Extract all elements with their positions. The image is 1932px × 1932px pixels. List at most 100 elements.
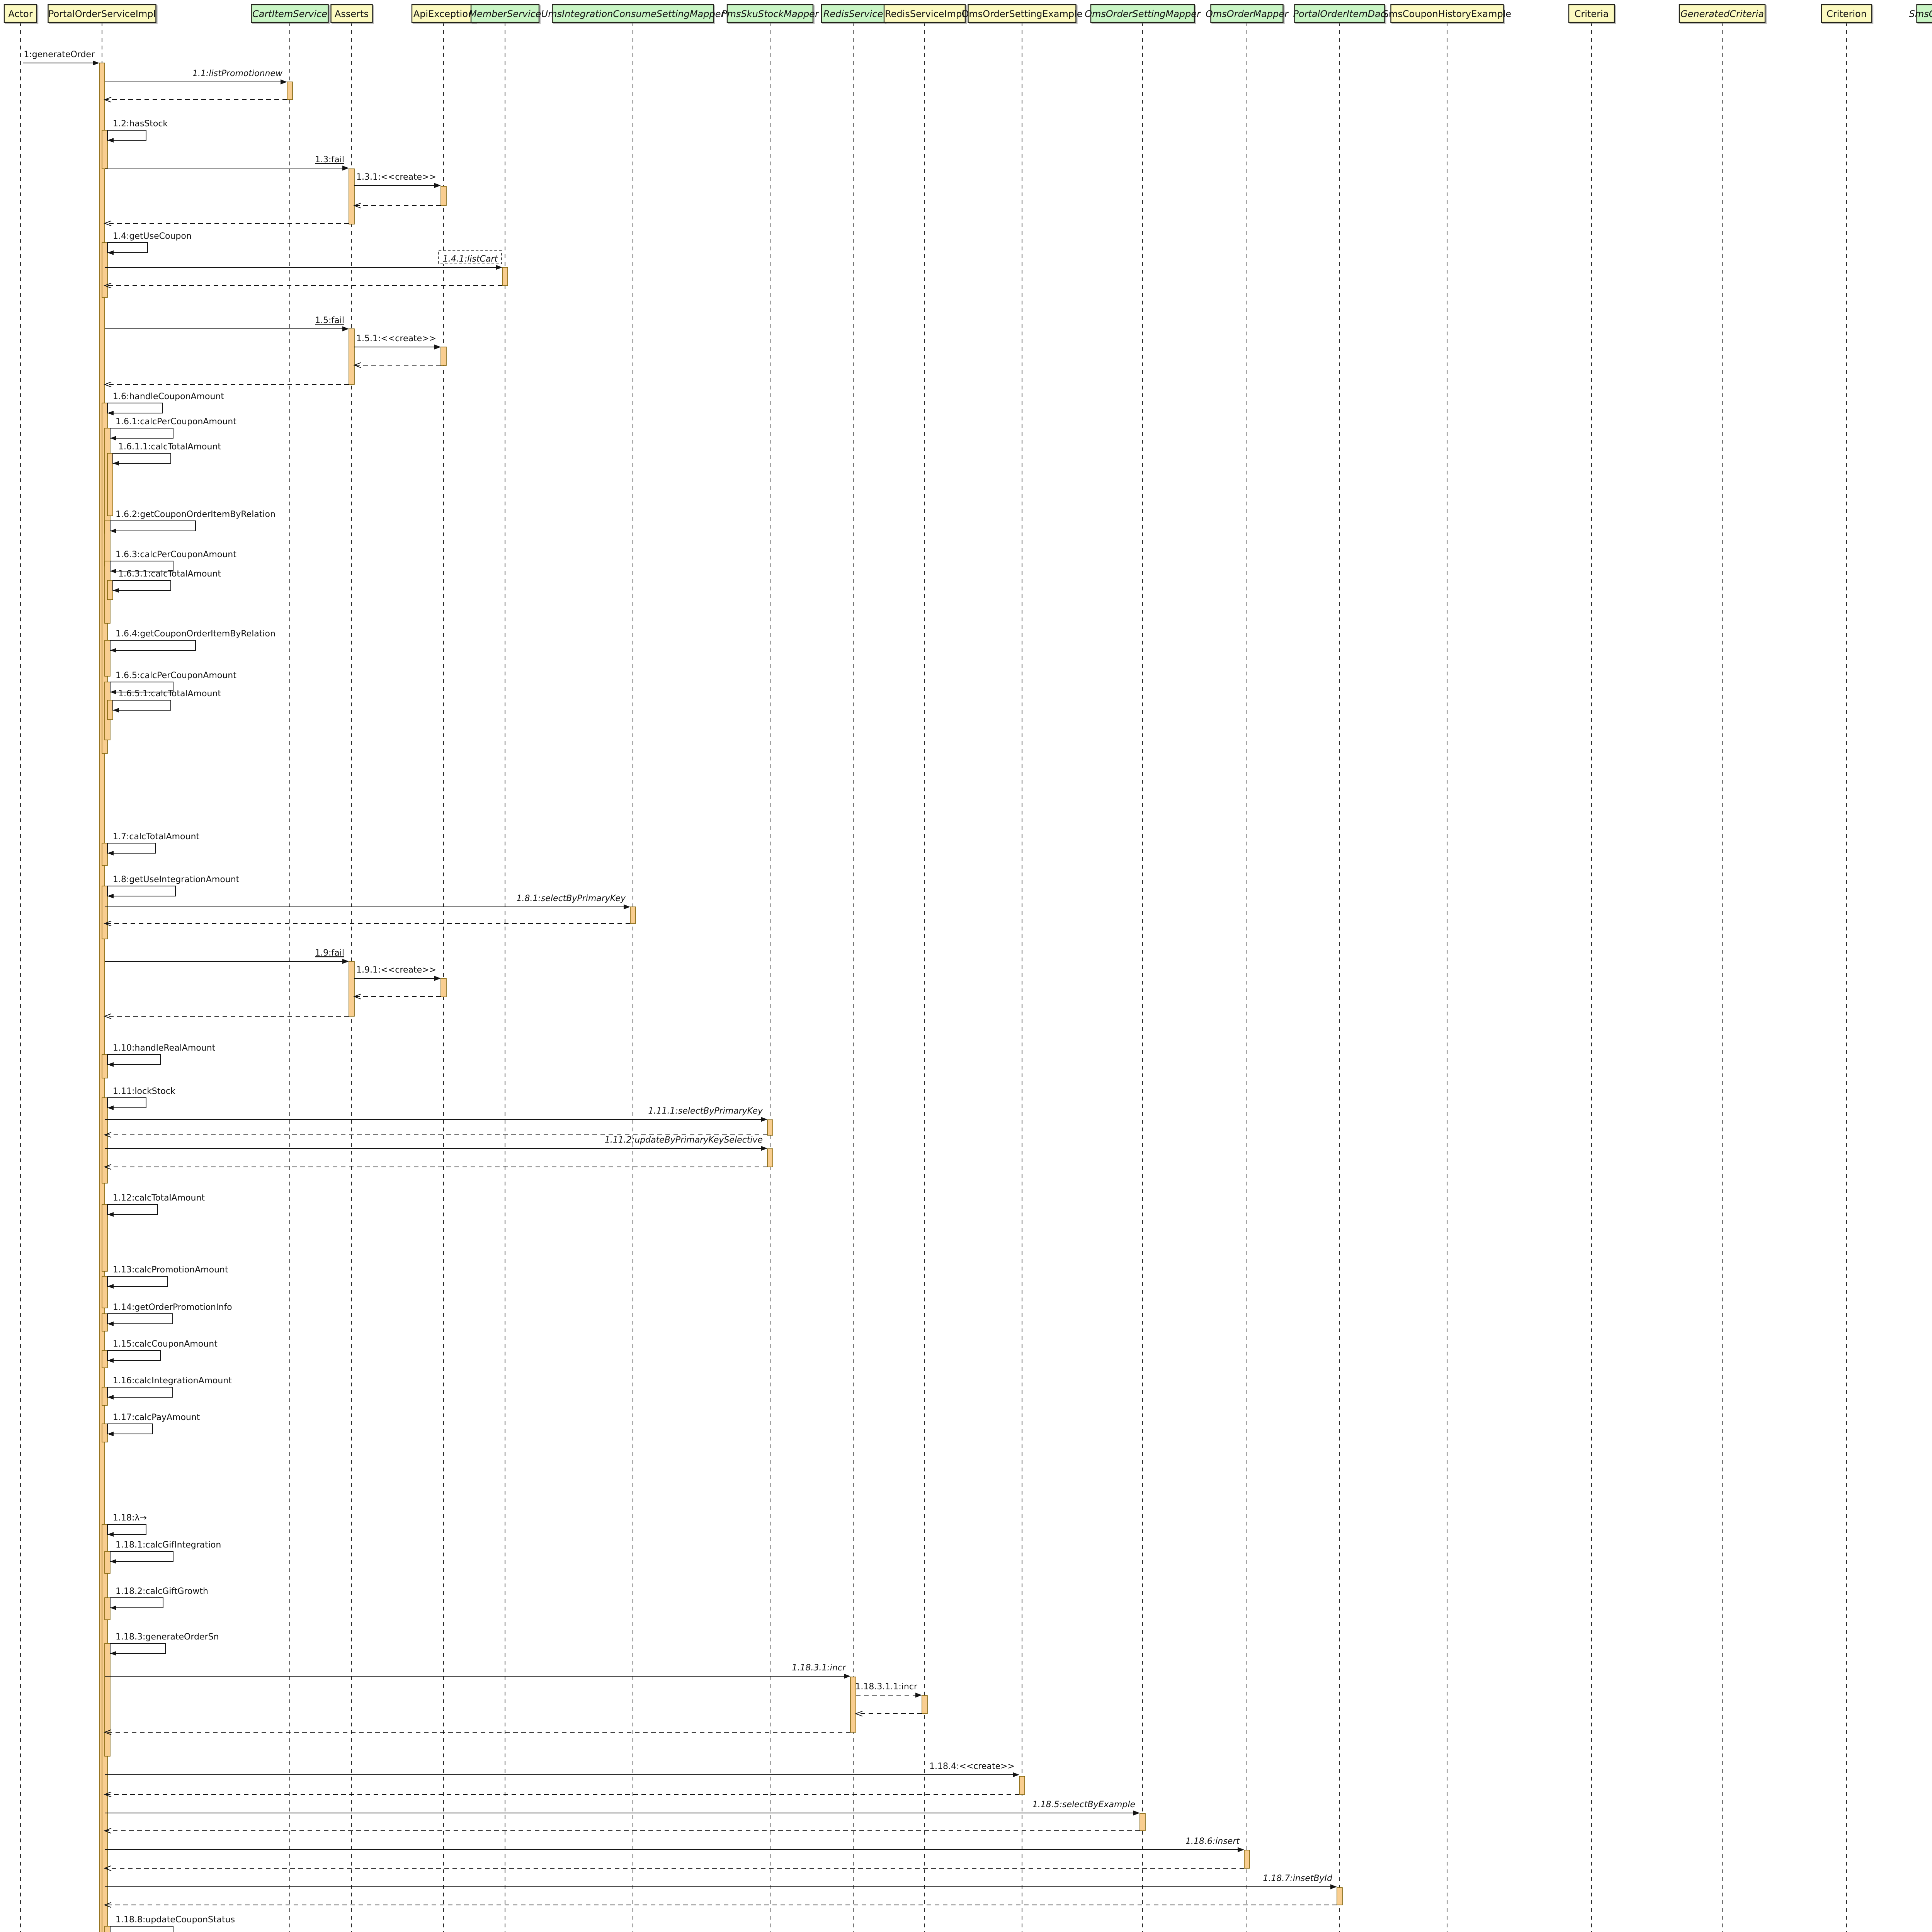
arrowhead-icon (1133, 1810, 1140, 1816)
participant-PortalOrderServiceImpl: PortalOrderServiceImpl (48, 4, 156, 23)
message-1-generateOrder: 1:generateOrder (23, 50, 99, 66)
activation-bar (102, 1204, 108, 1272)
activation-bar (102, 1054, 108, 1078)
message-1.1-listPromotionnew: 1.1:listPromotionnew (105, 69, 287, 85)
self-call-loop (110, 428, 173, 439)
activation-bar (102, 242, 108, 298)
arrowhead-icon (107, 1105, 114, 1110)
message-1.18.3.1-incr: 1.18.3.1:incr (105, 1663, 850, 1679)
message-label: 1.8.1:selectByPrimaryKey (517, 894, 626, 903)
participant-box (726, 4, 814, 23)
message-1.15-calcCouponAmount: 1.15:calcCouponAmount (107, 1339, 218, 1363)
participant-RedisServiceImpl: RedisServiceImpl (883, 4, 966, 23)
participant-box (330, 4, 373, 23)
participant-box (1294, 4, 1385, 23)
message-label: 1.14:getOrderPromotionInfo (113, 1303, 232, 1312)
message-1.4-getUseCoupon: 1.4:getUseCoupon (107, 231, 192, 255)
message-label: 1.6.5:calcPerCouponAmount (116, 671, 236, 680)
self-call-loop (107, 242, 148, 253)
return-message (353, 202, 441, 209)
message-1.3.1-create-: 1.3.1:<<create>> (354, 172, 441, 188)
arrowhead-icon (1330, 1884, 1337, 1889)
message-label: 1.18.7:insetById (1263, 1874, 1333, 1883)
arrowhead-icon (110, 569, 116, 573)
return-message (104, 1164, 767, 1170)
message-1.6.3-calcPerCouponAmount: 1.6.3:calcPerCouponAmount (110, 550, 236, 573)
message-label: 1.18.5:selectByExample (1032, 1800, 1135, 1810)
activation-bar (102, 1387, 108, 1406)
participant-box (411, 4, 476, 23)
self-call-loop (107, 1387, 173, 1398)
self-call-loop (112, 580, 171, 591)
participant-box (552, 4, 714, 23)
message-1.16-calcIntegrationAmount: 1.16:calcIntegrationAmount (107, 1376, 232, 1400)
activation-bar (502, 267, 508, 286)
return-message (104, 1013, 349, 1019)
activation-bar (767, 1119, 773, 1136)
arrowhead-icon (110, 1651, 116, 1656)
self-call-loop (107, 886, 176, 896)
participant-ApiException: ApiException (411, 4, 476, 23)
participant-box (1568, 4, 1615, 23)
arrowhead-icon (1013, 1772, 1019, 1777)
activation-bar (440, 186, 447, 206)
message-label: 1.6.1:calcPerCouponAmount (116, 417, 236, 427)
message-1.6.1-calcPerCouponAmount: 1.6.1:calcPerCouponAmount (110, 417, 236, 440)
message-label-box (438, 250, 502, 264)
participant-box (1679, 4, 1766, 23)
arrowhead-icon (107, 1062, 114, 1067)
message-label: 1.6.4:getCouponOrderItemByRelation (116, 629, 276, 639)
activation-bar (349, 168, 355, 224)
message-1.11.2-updateByPrimaryKeySelective: 1.11.2:updateByPrimaryKeySelective (105, 1135, 767, 1151)
participant-UmsIntegrationConsumeSettingMapper: UmsIntegrationConsumeSettingMapper (541, 4, 726, 23)
message-label: 1.4.1:listCart (443, 254, 498, 264)
participant-label: UmsIntegrationConsumeSettingMapper (541, 9, 726, 19)
message-1.8-getUseIntegrationAmount: 1.8:getUseIntegrationAmount (107, 875, 240, 898)
message-1.6.1.1-calcTotalAmount: 1.6.1.1:calcTotalAmount (112, 442, 221, 466)
arrowhead-icon (113, 588, 119, 593)
arrowhead-icon (624, 904, 630, 910)
activation-bar (922, 1695, 928, 1714)
participant-box (883, 4, 966, 23)
participant-Criteria: Criteria (1568, 4, 1615, 23)
participant-label: Actor (8, 9, 32, 19)
open-arrowhead-icon (104, 1013, 112, 1019)
open-arrowhead-icon (104, 920, 112, 927)
self-call-loop (107, 403, 163, 413)
participant-Criterion: Criterion (1821, 4, 1872, 23)
participant-label: OmsOrderSettingMapper (1085, 9, 1201, 19)
message-1.18.3-generateOrderSn: 1.18.3:generateOrderSn (110, 1632, 219, 1656)
message-label: 1.5.1:<<create>> (356, 334, 436, 344)
participant-SmsCouponHistoryExample: SmsCouponHistoryExample (1383, 4, 1511, 23)
self-call-loop (112, 453, 171, 464)
message-label: 1.6:handleCouponAmount (113, 392, 224, 401)
arrowhead-icon (107, 1358, 114, 1363)
message-1.2-hasStock: 1.2:hasStock (107, 119, 168, 143)
arrowhead-icon (342, 165, 349, 171)
message-1.8.1-selectByPrimaryKey: 1.8.1:selectByPrimaryKey (105, 894, 630, 910)
participant-label: MemberService (469, 9, 541, 19)
message-label: 1.10:handleRealAmount (113, 1043, 216, 1053)
participant-label: Asserts (335, 9, 369, 19)
open-arrowhead-icon (104, 1902, 112, 1908)
self-call-loop (107, 1097, 146, 1108)
participant-label: Criterion (1827, 9, 1867, 19)
activation-bar (104, 1926, 111, 1932)
return-message (855, 1711, 922, 1717)
arrowhead-icon (1238, 1847, 1244, 1852)
message-1.17-calcPayAmount: 1.17:calcPayAmount (107, 1413, 200, 1436)
participant-label: PmsSkuStockMapper (721, 9, 820, 19)
activation-bar (107, 700, 113, 720)
activation-bar (767, 1148, 773, 1167)
activation-bar (1019, 1776, 1025, 1795)
self-call-loop (110, 682, 173, 692)
participant-label: RedisService (823, 9, 883, 19)
self-call-loop (107, 130, 146, 141)
activation-bar (440, 347, 447, 366)
self-call-loop (112, 700, 171, 711)
arrowhead-icon (93, 60, 99, 66)
return-message (104, 1865, 1244, 1871)
message-label: 1.18.8:updateCouponStatus (116, 1915, 235, 1925)
self-call-loop (107, 1204, 158, 1215)
